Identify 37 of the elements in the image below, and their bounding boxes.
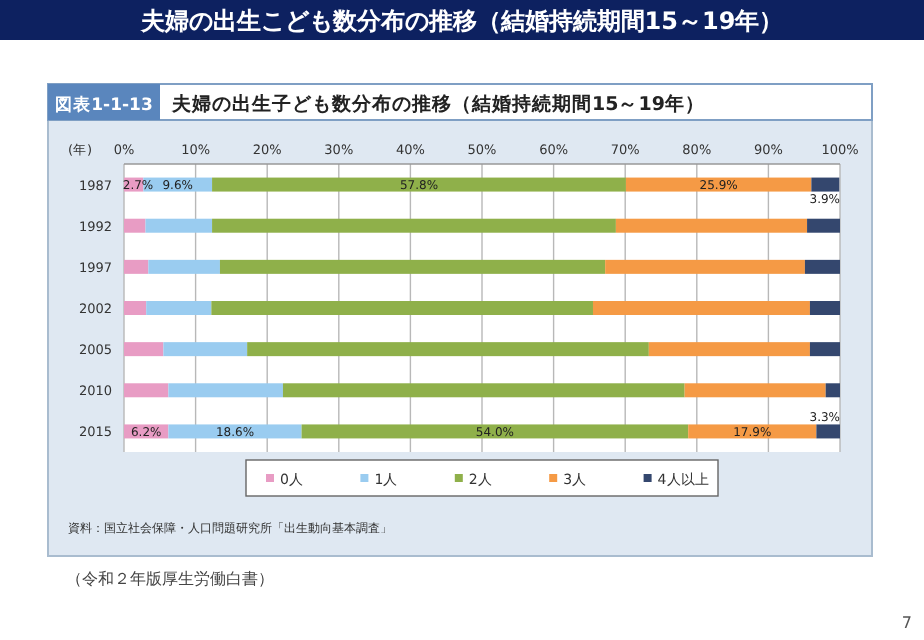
text: （令和２年版厚生労働白書）	[66, 570, 274, 588]
bar	[211, 301, 593, 315]
chart-subtitle: 夫婦の出生子ども数分布の推移（結婚持続期間15～19年）	[170, 92, 705, 116]
bar	[124, 342, 164, 357]
bar	[605, 259, 805, 274]
text: 7	[901, 614, 912, 632]
bar	[247, 342, 649, 357]
bar	[809, 342, 840, 357]
bar	[301, 424, 689, 439]
bar	[625, 177, 812, 192]
bar	[684, 383, 826, 398]
bar	[804, 259, 840, 274]
bar	[148, 259, 220, 274]
bar	[124, 218, 146, 233]
bar	[219, 259, 606, 274]
bar	[124, 383, 169, 398]
bar	[168, 424, 302, 439]
chart-title: 夫婦の出生こども数分布の推移（結婚持続期間15～19年）	[138, 7, 784, 35]
bar	[811, 177, 840, 192]
bar	[615, 218, 808, 233]
bar	[163, 342, 248, 357]
bar	[146, 301, 212, 315]
bar	[592, 301, 810, 315]
bar	[825, 383, 840, 398]
bar	[282, 383, 685, 398]
bar	[212, 177, 626, 192]
text: 図表1-1-13	[55, 94, 153, 116]
bar	[212, 218, 616, 233]
bar	[807, 218, 840, 233]
bar	[168, 383, 283, 398]
bar	[124, 259, 149, 274]
bar	[124, 301, 147, 315]
bar	[648, 342, 810, 357]
bar	[145, 218, 213, 233]
bar	[688, 424, 817, 439]
bar	[809, 301, 840, 315]
bar	[816, 424, 840, 439]
